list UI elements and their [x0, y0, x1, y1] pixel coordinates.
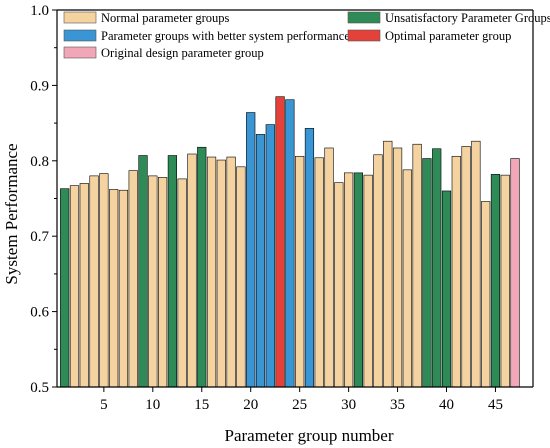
- legend-label-optimal: Optimal parameter group: [385, 29, 511, 43]
- bar-6: [109, 189, 119, 388]
- bar-43: [471, 140, 481, 388]
- bar-11: [158, 177, 168, 388]
- x-tick-label: 15: [194, 397, 209, 413]
- bar-18: [226, 156, 236, 388]
- bar-30: [344, 172, 354, 388]
- x-tick-label: 45: [488, 397, 503, 413]
- x-axis-title: Parameter group number: [225, 426, 394, 445]
- bar-41: [451, 155, 461, 388]
- y-axis-title: System Performance: [2, 143, 21, 284]
- bar-24: [285, 99, 295, 388]
- y-tick-label: 1.0: [30, 3, 49, 19]
- legend-label-unsat: Unsatisfactory Parameter Groups: [385, 11, 550, 25]
- legend-label-original: Original design parameter group: [101, 46, 264, 60]
- y-tick-label: 0.8: [30, 154, 49, 170]
- bar-22: [265, 124, 275, 388]
- bar-4: [89, 175, 99, 388]
- x-tick-label: 20: [243, 397, 258, 413]
- bar-26: [304, 128, 315, 388]
- bar-16: [206, 156, 217, 388]
- bar-17: [216, 159, 226, 388]
- axes-layer: 0.5 0.6 0.7 0.8 0.9 1.0 5 10 15 20 25 30 35 40 45: [30, 3, 534, 413]
- bar-3: [79, 183, 89, 388]
- bar-35: [392, 147, 403, 388]
- bar-45: [490, 174, 501, 388]
- bar-23: [275, 96, 285, 388]
- x-tick-label: 30: [341, 397, 356, 413]
- bar-31: [353, 172, 364, 388]
- bar-47: [510, 158, 520, 388]
- bar-32: [363, 174, 373, 388]
- x-tick-label: 40: [439, 397, 454, 413]
- chart-legend: Normal parameter groups Unsatisfactory Pa…: [63, 11, 550, 60]
- bar-29: [334, 182, 344, 388]
- bar-10: [148, 175, 158, 388]
- bar-33: [373, 154, 383, 388]
- bars-layer: [60, 96, 520, 388]
- y-tick-label: 0.6: [30, 305, 49, 321]
- bar-28: [324, 147, 334, 388]
- bar-37: [412, 143, 422, 388]
- bar-21: [255, 134, 266, 388]
- bar-40: [441, 190, 452, 388]
- bar-14: [187, 153, 197, 388]
- bar-7: [118, 189, 129, 388]
- legend-swatch-unsat: [347, 11, 381, 24]
- legend-label-normal: Normal parameter groups: [101, 11, 230, 25]
- bar-5: [99, 173, 109, 388]
- bar-19: [236, 166, 246, 388]
- bar-36: [402, 169, 412, 388]
- y-tick-label: 0.5: [30, 380, 49, 396]
- legend-swatch-better: [63, 29, 97, 42]
- y-tick-label: 0.7: [30, 229, 49, 245]
- bar-39: [432, 148, 442, 388]
- x-tick-label: 10: [145, 397, 160, 413]
- x-tick-label: 25: [292, 397, 307, 413]
- bar-1: [60, 188, 70, 388]
- bar-9: [138, 155, 148, 388]
- legend-swatch-optimal: [347, 29, 381, 42]
- bar-12: [167, 155, 177, 388]
- y-tick-label: 0.9: [30, 78, 49, 94]
- x-tick-label: 35: [390, 397, 405, 413]
- x-tick-label: 5: [100, 397, 108, 413]
- bar-20: [246, 112, 256, 388]
- bar-38: [422, 158, 432, 388]
- bar-27: [314, 157, 324, 388]
- legend-swatch-original: [63, 46, 97, 59]
- bar-2: [69, 185, 80, 388]
- bar-15: [197, 146, 207, 388]
- bar-46: [500, 174, 510, 388]
- bar-13: [177, 178, 187, 388]
- legend-label-better: Parameter groups with better system perf…: [101, 29, 350, 43]
- bar-44: [481, 201, 491, 388]
- bar-34: [383, 140, 393, 388]
- bar-42: [461, 146, 471, 388]
- legend-swatch-normal: [63, 11, 97, 24]
- bar-8: [128, 170, 138, 388]
- bar-25: [295, 155, 305, 388]
